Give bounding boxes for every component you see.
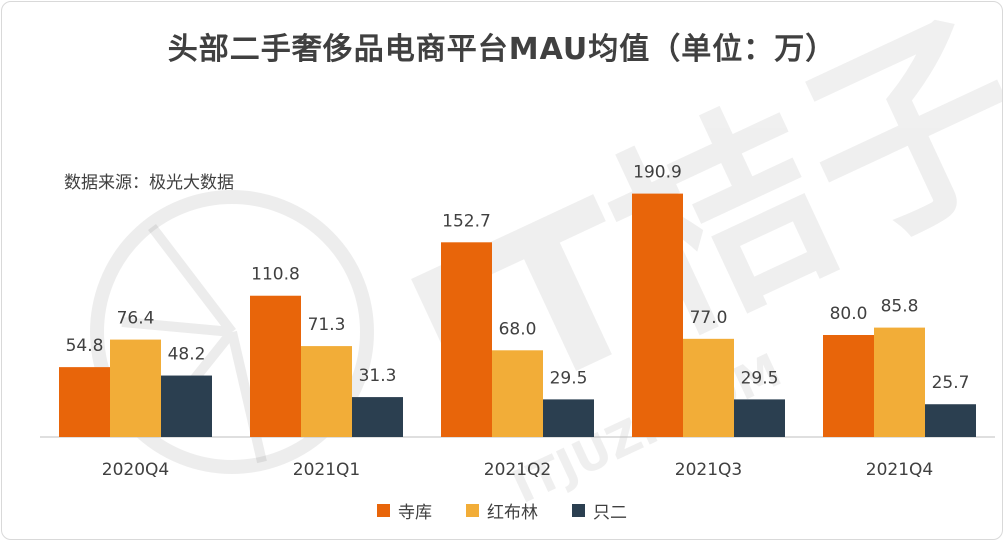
- data-label: 25.7: [932, 373, 970, 393]
- chart-title: 头部二手奢侈品电商平台MAU均值（单位：万）: [167, 32, 837, 67]
- bar[interactable]: [492, 350, 543, 437]
- bar[interactable]: [823, 335, 874, 437]
- x-tick-label: 2021Q2: [484, 460, 551, 480]
- data-label: 68.0: [499, 319, 537, 339]
- bar[interactable]: [301, 346, 352, 437]
- data-label: 190.9: [633, 163, 682, 183]
- legend: 寺库 红布林 只二: [2, 498, 1002, 523]
- data-label: 31.3: [359, 366, 397, 386]
- bar[interactable]: [250, 295, 301, 437]
- bar[interactable]: [543, 399, 594, 437]
- legend-item-hongbulin[interactable]: 红布林: [466, 498, 538, 523]
- legend-label-zhier: 只二: [593, 503, 627, 523]
- data-label: 85.8: [881, 297, 919, 317]
- bar[interactable]: [441, 242, 492, 437]
- legend-label-siku: 寺库: [398, 503, 432, 523]
- bar[interactable]: [734, 399, 785, 437]
- legend-swatch-siku: [377, 504, 390, 517]
- bar[interactable]: [925, 404, 976, 437]
- x-tick-label: 2021Q1: [293, 460, 360, 480]
- data-label: 71.3: [308, 315, 346, 335]
- x-tick-label: 2021Q4: [866, 460, 933, 480]
- legend-item-zhier[interactable]: 只二: [572, 498, 627, 523]
- bar-chart: 54.8 76.4 48.2 2020Q4 110.8 71.3 31.3 2021Q1 152…: [40, 163, 995, 480]
- data-label: 152.7: [442, 211, 491, 231]
- data-label: 29.5: [741, 368, 779, 388]
- data-label: 48.2: [168, 345, 206, 365]
- bar[interactable]: [59, 367, 110, 437]
- bar[interactable]: [632, 193, 683, 437]
- legend-swatch-hongbulin: [466, 504, 479, 517]
- legend-swatch-zhier: [572, 504, 585, 517]
- legend-item-siku[interactable]: 寺库: [377, 498, 432, 523]
- data-label: 76.4: [117, 309, 155, 329]
- data-label: 54.8: [66, 336, 104, 356]
- bar[interactable]: [874, 327, 925, 437]
- bar[interactable]: [352, 397, 403, 437]
- data-label: 110.8: [251, 265, 300, 285]
- x-tick-label: 2021Q3: [675, 460, 742, 480]
- bar[interactable]: [110, 339, 161, 437]
- data-source-note: 数据来源：极光大数据: [64, 173, 234, 193]
- bar[interactable]: [683, 338, 734, 437]
- bar[interactable]: [161, 375, 212, 437]
- legend-label-hongbulin: 红布林: [487, 503, 538, 523]
- data-label: 77.0: [690, 308, 728, 328]
- data-label: 29.5: [550, 368, 588, 388]
- data-label: 80.0: [830, 304, 868, 324]
- x-tick-label: 2020Q4: [102, 460, 169, 480]
